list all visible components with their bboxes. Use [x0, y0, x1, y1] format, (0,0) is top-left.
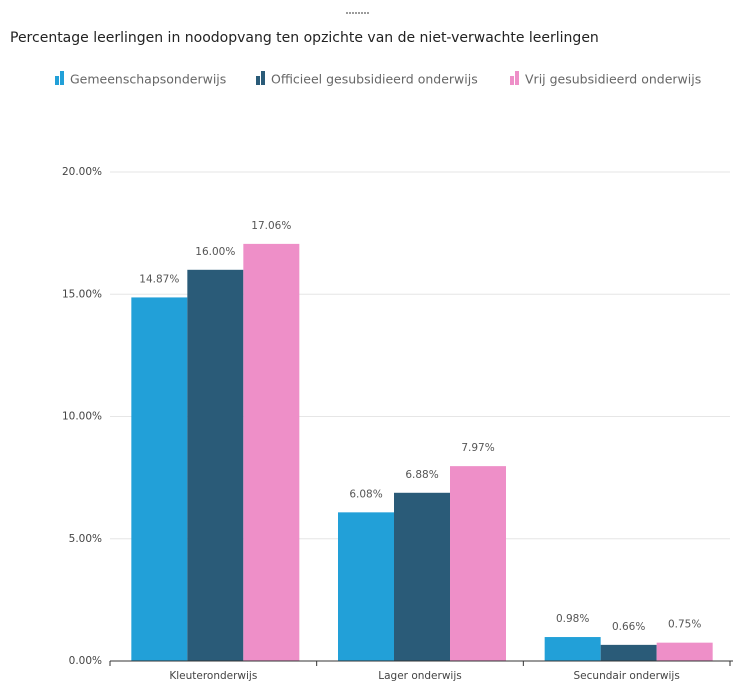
- bar: [450, 466, 506, 661]
- legend-icon: [55, 76, 59, 85]
- bar: [338, 512, 394, 661]
- legend-icon: [261, 71, 265, 85]
- bar: [600, 644, 657, 661]
- x-tick-label: Lager onderwijs: [378, 670, 461, 682]
- value-label: 7.97%: [461, 442, 494, 454]
- bar: [187, 269, 244, 661]
- x-tick-label: Kleuteronderwijs: [169, 670, 257, 682]
- value-label: 16.00%: [195, 246, 235, 258]
- y-tick-label: 10.00%: [62, 411, 102, 423]
- legend-label: Officieel gesubsidieerd onderwijs: [271, 72, 478, 87]
- legend-icon: [515, 71, 519, 85]
- legend-icon: [510, 76, 514, 85]
- x-tick-label: Secundair onderwijs: [574, 670, 680, 682]
- drag-handle: [346, 12, 369, 14]
- bar: [243, 243, 300, 661]
- bar: [544, 637, 601, 661]
- y-tick-label: 20.00%: [62, 166, 102, 178]
- value-label: 17.06%: [251, 220, 291, 232]
- legend-icon: [256, 76, 260, 85]
- legend-label: Vrij gesubsidieerd onderwijs: [525, 72, 701, 87]
- value-label: 6.88%: [405, 469, 438, 481]
- legend-label: Gemeenschapsonderwijs: [70, 72, 226, 87]
- value-label: 0.98%: [556, 613, 589, 625]
- y-tick-label: 5.00%: [69, 533, 102, 545]
- value-label: 0.75%: [668, 619, 701, 631]
- y-tick-label: 0.00%: [69, 655, 102, 667]
- value-label: 6.08%: [349, 488, 382, 500]
- y-tick-label: 15.00%: [62, 288, 102, 300]
- value-label: 0.66%: [612, 621, 645, 633]
- bar: [656, 642, 713, 661]
- bar: [394, 492, 450, 661]
- legend-icon: [60, 71, 64, 85]
- value-label: 14.87%: [139, 273, 179, 285]
- bar: [131, 297, 188, 661]
- chart-title: Percentage leerlingen in noodopvang ten …: [10, 30, 599, 46]
